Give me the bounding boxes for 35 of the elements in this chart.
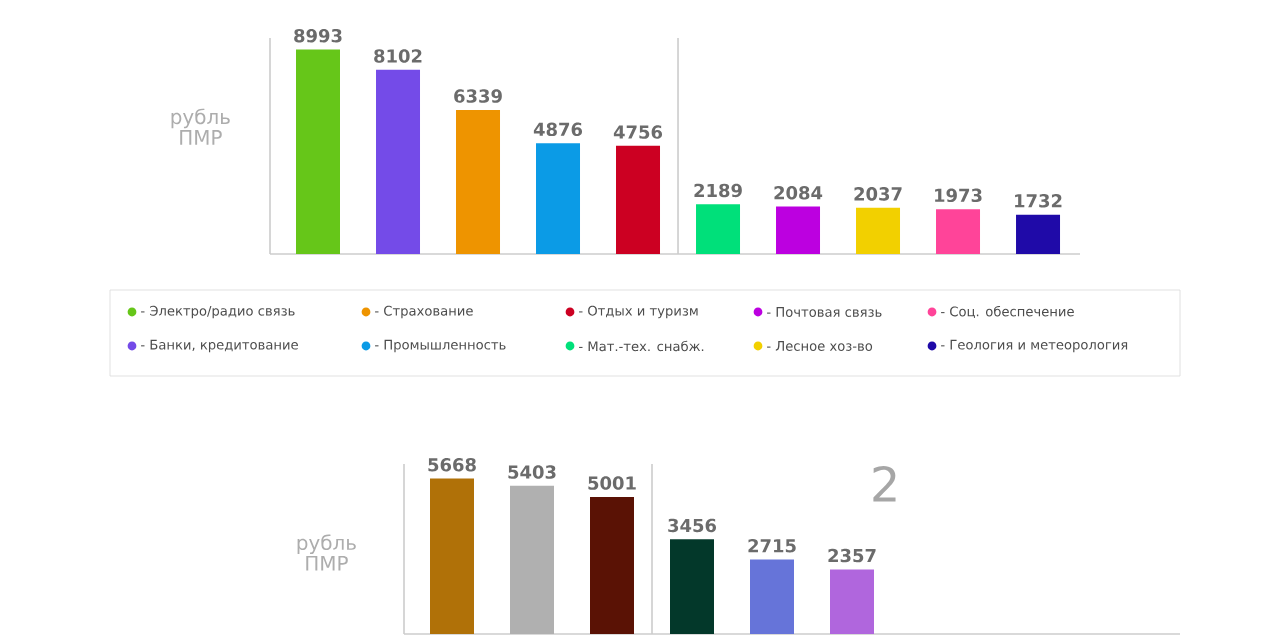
data-label: 5001 bbox=[588, 476, 636, 490]
data-label: 4756 bbox=[613, 125, 663, 139]
bar bbox=[456, 109, 501, 254]
bar bbox=[936, 209, 981, 254]
bar bbox=[376, 69, 421, 254]
data-label: 2189 bbox=[694, 183, 742, 198]
bar bbox=[1016, 214, 1061, 254]
bar bbox=[750, 559, 794, 635]
bar bbox=[670, 539, 714, 635]
data-label: 5403 bbox=[508, 465, 556, 479]
y-axis-title: рубль ПМР bbox=[297, 534, 356, 571]
chart-title: 2 bbox=[873, 465, 896, 502]
bar bbox=[430, 478, 474, 635]
data-label: 2037 bbox=[854, 187, 902, 201]
data-label: 2084 bbox=[774, 186, 823, 200]
y-axis-title: рубль ПМР bbox=[171, 108, 230, 145]
bar bbox=[616, 145, 661, 254]
data-label: 5668 bbox=[428, 458, 476, 472]
data-label: 2715 bbox=[748, 538, 796, 553]
data-label: 8993 bbox=[294, 28, 342, 43]
data-label: 1732 bbox=[1015, 194, 1062, 208]
bar bbox=[510, 485, 554, 635]
bar bbox=[776, 206, 821, 254]
data-label: 1973 bbox=[935, 188, 982, 203]
bar bbox=[830, 569, 874, 635]
data-label: 4876 bbox=[533, 122, 583, 137]
data-label: 2357 bbox=[828, 548, 876, 563]
data-label: 6339 bbox=[454, 89, 502, 103]
bar bbox=[696, 204, 741, 254]
bar bbox=[590, 496, 634, 635]
bar bbox=[536, 143, 581, 254]
data-label: 3456 bbox=[668, 518, 717, 533]
bar bbox=[856, 207, 901, 254]
data-label: 8102 bbox=[374, 49, 422, 63]
bar bbox=[296, 49, 340, 254]
